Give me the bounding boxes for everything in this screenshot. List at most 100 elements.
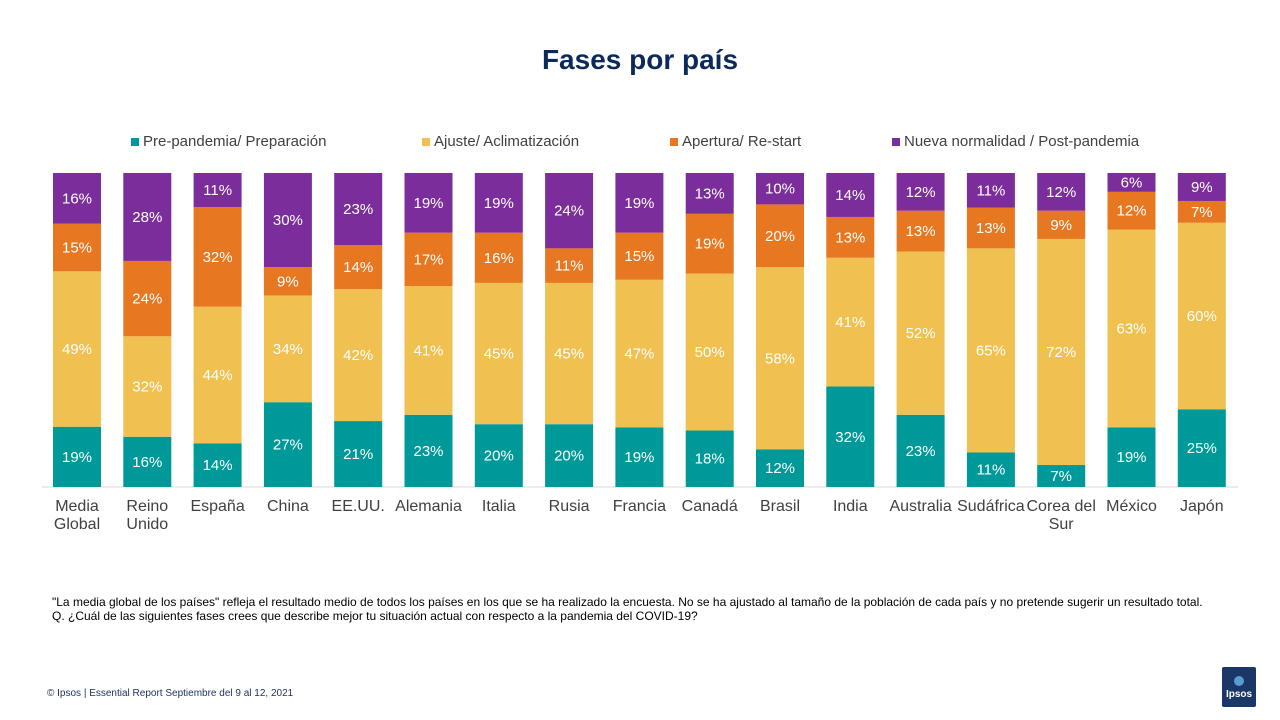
logo-text: Ipsos — [1225, 689, 1253, 700]
bar-espana-series-3 — [193, 173, 242, 208]
data-label-rusia-series-0: 20% — [554, 448, 584, 465]
bar-brasil-series-1 — [756, 267, 804, 450]
data-label-china-series-1: 34% — [273, 341, 303, 358]
bar-mexico-series-1 — [1107, 229, 1156, 428]
data-label-corea-del-sur-series-1: 72% — [1046, 344, 1076, 361]
bar-corea-del-sur-series-0 — [1037, 465, 1086, 487]
data-label-india-series-3: 14% — [835, 187, 865, 204]
bar-canada-series-1 — [685, 273, 734, 431]
legend-item-pre-pandemia: Pre-pandemia/ Preparación — [131, 133, 326, 150]
data-label-india-series-0: 32% — [835, 429, 865, 446]
x-tick-label-line: Rusia — [549, 498, 590, 515]
x-tick-label-line: Italia — [482, 498, 516, 515]
data-label-reino-unido-series-0: 16% — [132, 454, 162, 471]
legend-label-ajuste: Ajuste/ Aclimatización — [434, 133, 580, 150]
bar-china-series-2 — [263, 267, 312, 296]
data-label-australia-series-3: 12% — [906, 184, 936, 201]
data-label-brasil-series-0: 12% — [765, 460, 795, 477]
bar-ee-uu-series-0 — [334, 421, 383, 487]
bar-italia-series-0 — [474, 424, 523, 487]
data-label-italia-series-0: 20% — [484, 448, 514, 465]
data-label-francia-series-2: 15% — [624, 248, 654, 265]
bar-sudafrica-series-1 — [966, 248, 1015, 453]
bar-italia-series-2 — [474, 232, 523, 283]
bar-australia-series-0 — [896, 414, 945, 487]
bar-brasil-series-3 — [756, 173, 804, 205]
bar-australia-series-2 — [896, 210, 945, 252]
chart-legend: Pre-pandemia/ Preparación Ajuste/ Aclima… — [0, 133, 1280, 153]
data-label-alemania-series-0: 23% — [413, 443, 443, 460]
data-label-india-series-2: 13% — [835, 229, 865, 246]
bar-francia-series-3 — [615, 173, 664, 233]
bar-espana-series-2 — [193, 207, 242, 307]
data-label-media-global-series-2: 15% — [62, 240, 92, 257]
x-tick-label-india: India — [833, 498, 868, 515]
bar-rusia-series-3 — [545, 173, 594, 249]
bar-canada-series-3 — [685, 173, 734, 214]
data-label-brasil-series-2: 20% — [765, 228, 795, 245]
bar-alemania-series-1 — [404, 286, 453, 415]
x-tick-label-line: EE.UU. — [332, 498, 385, 515]
x-tick-label-line: China — [267, 498, 309, 515]
footnote-line-1: "La media global de los países" refleja … — [52, 595, 1203, 609]
data-label-sudafrica-series-3: 11% — [976, 182, 1005, 199]
logo-dot-icon — [1234, 676, 1244, 686]
data-label-sudafrica-series-2: 13% — [976, 220, 1006, 237]
footnote: "La media global de los países" refleja … — [52, 595, 1230, 623]
legend-item-ajuste: Ajuste/ Aclimatización — [422, 133, 579, 150]
x-tick-label-sudafrica: Sudáfrica — [957, 498, 1025, 515]
data-label-india-series-1: 41% — [835, 314, 865, 331]
data-label-rusia-series-3: 24% — [554, 203, 584, 220]
data-label-mexico-series-0: 19% — [1116, 449, 1146, 466]
legend-label-nueva-normalidad: Nueva normalidad / Post-pandemia — [904, 133, 1140, 150]
data-label-mexico-series-3: 6% — [1121, 174, 1143, 191]
bar-espana-series-1 — [193, 306, 242, 444]
bar-india-series-2 — [826, 216, 875, 258]
x-tick-label-francia: Francia — [613, 498, 666, 515]
data-label-reino-unido-series-3: 28% — [132, 209, 162, 226]
x-tick-label-line: Alemania — [395, 498, 462, 515]
x-tick-label-media-global: Media Global — [54, 498, 100, 533]
x-tick-label-line: Unido — [126, 516, 168, 533]
data-label-brasil-series-3: 10% — [765, 181, 795, 198]
x-tick-label-australia: Australia — [889, 498, 951, 515]
bar-francia-series-2 — [615, 232, 664, 280]
data-label-reino-unido-series-2: 24% — [132, 291, 162, 308]
data-label-australia-series-1: 52% — [906, 325, 936, 342]
x-tick-label-line: Global — [54, 516, 100, 533]
x-tick-label-line: Japón — [1180, 498, 1224, 515]
bar-sudafrica-series-2 — [966, 207, 1015, 249]
chart-title: Fases por país — [541, 44, 739, 75]
bar-india-series-1 — [826, 257, 875, 387]
x-tick-label-line: Sudáfrica — [957, 498, 1025, 515]
bar-corea-del-sur-series-1 — [1037, 238, 1086, 466]
bar-japon-series-3 — [1177, 173, 1226, 201]
data-label-francia-series-0: 19% — [624, 449, 654, 466]
bar-canada-series-2 — [685, 213, 734, 274]
bar-japon-series-1 — [1177, 222, 1226, 410]
bar-corea-del-sur-series-3 — [1037, 173, 1086, 211]
data-label-japon-series-2: 7% — [1191, 204, 1213, 221]
x-tick-label-reino-unido: Reino Unido — [126, 498, 168, 533]
legend-item-nueva-normalidad: Nueva normalidad / Post-pandemia — [892, 133, 1139, 150]
data-label-japon-series-1: 60% — [1187, 308, 1217, 325]
data-label-italia-series-2: 16% — [484, 250, 514, 267]
legend-swatch-ajuste — [422, 137, 430, 146]
bar-mexico-series-0 — [1107, 427, 1156, 487]
bar-italia-series-1 — [474, 282, 523, 425]
data-label-sudafrica-series-0: 11% — [976, 462, 1005, 479]
x-tick-label-china: China — [267, 498, 309, 515]
bar-india-series-3 — [826, 173, 875, 217]
data-label-mexico-series-1: 63% — [1116, 320, 1146, 337]
bar-rusia-series-1 — [545, 282, 594, 425]
x-tick-label-line: Australia — [889, 498, 951, 515]
stacked-bar-chart: 19% 49% 15% 16% Media Global 16% 32% 24% 28% Reino… — [42, 173, 1238, 533]
bar-alemania-series-0 — [404, 414, 453, 487]
data-label-japon-series-0: 25% — [1187, 440, 1217, 457]
footnote-line-2: Q. ¿Cuál de las siguientes fases crees q… — [52, 609, 698, 623]
bar-reino-unido-series-1 — [123, 336, 172, 437]
bar-alemania-series-2 — [404, 232, 453, 287]
data-label-canada-series-0: 18% — [695, 451, 725, 468]
bar-francia-series-0 — [615, 427, 664, 487]
legend-swatch-pre-pandemia — [131, 137, 139, 146]
